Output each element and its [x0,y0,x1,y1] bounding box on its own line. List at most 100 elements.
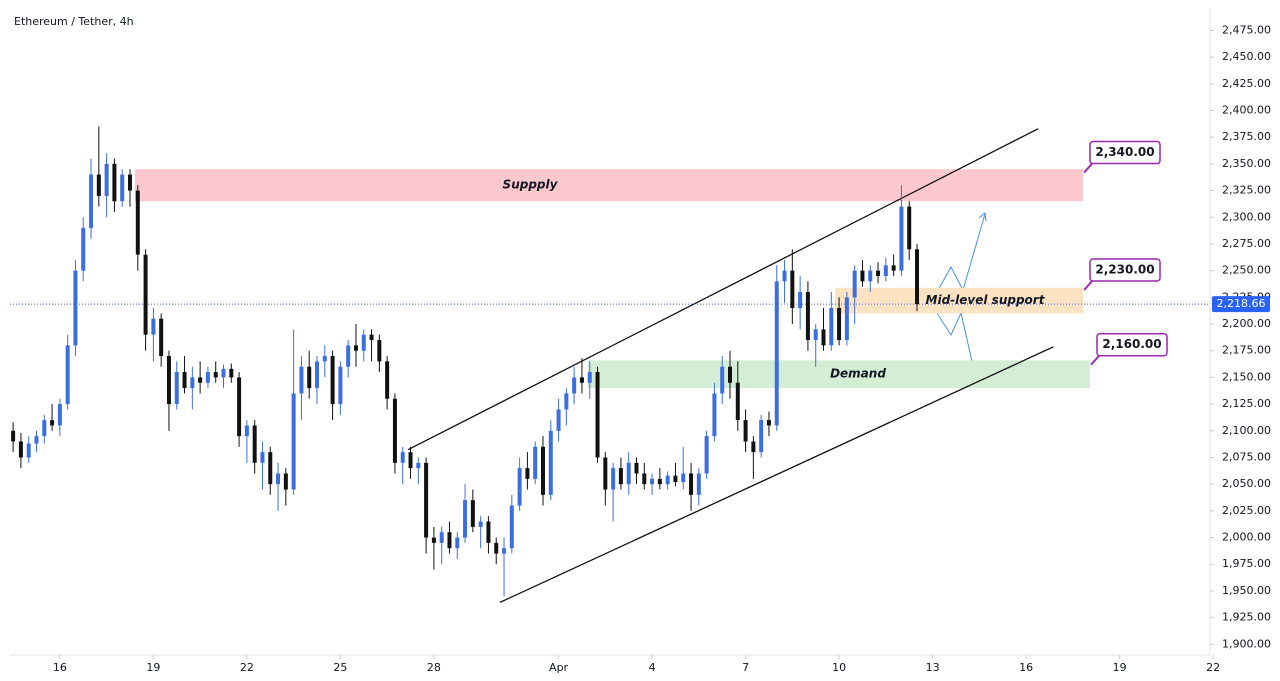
candle-body [369,334,374,341]
candle-body [291,393,296,490]
candle-body [915,249,920,305]
x-tick-label: 7 [742,661,749,674]
candle-body [205,372,210,383]
candle-body [283,473,288,490]
candle-body [766,420,771,426]
candle-body [689,473,694,495]
candle-body [322,356,327,362]
candle-body [135,190,140,255]
candle-body [237,377,242,437]
zone [835,287,1084,314]
candle-body [330,356,335,405]
candle-body [751,441,756,453]
last-price-box [1212,296,1270,313]
candle-body [868,270,873,282]
candle-body [525,468,530,479]
x-tick-label: 19 [146,661,160,674]
x-tick-label: 13 [926,661,940,674]
y-tick-label: 2,350.00 [1222,157,1271,170]
candle-body [338,366,343,405]
y-tick-label: 2,175.00 [1222,344,1271,357]
y-tick-label: 2,325.00 [1222,184,1271,197]
candle-body [798,291,803,309]
x-tick-label: 19 [1113,661,1127,674]
candle-body [159,318,164,357]
candle-body [104,163,109,196]
candle-body [533,446,538,479]
candle-body [455,537,460,549]
candle-body [642,473,647,485]
candle-body [883,265,888,276]
y-tick-label: 2,150.00 [1222,370,1271,383]
candle-body [650,478,655,485]
channel-line [407,128,1039,451]
candle-body [837,308,842,341]
candle-body [618,468,623,485]
candle-body [478,521,483,527]
candle-body [517,468,522,506]
candle-body [353,345,358,351]
x-tick-label: 16 [1019,661,1033,674]
y-tick-label: 2,000.00 [1222,531,1271,544]
candle-body [735,382,740,421]
down-arrow [936,311,975,371]
y-tick-label: 1,950.00 [1222,584,1271,597]
y-tick-label: 2,375.00 [1222,130,1271,143]
candle-body [128,174,132,191]
candle-body [252,425,257,463]
candle-body [720,366,725,394]
candle-body [626,462,631,485]
candle-body [587,372,592,383]
level-box [1089,140,1161,165]
candle-body [540,446,545,495]
candle-body [89,174,94,228]
candle-body [431,537,436,543]
candle-body [782,270,787,282]
up-arrow [936,213,986,293]
last-price-label: 2,218.66 [1217,297,1266,310]
candle-body [416,462,421,469]
candle-body [439,532,444,543]
candle-body [346,345,351,367]
candle-body [728,366,732,383]
candle-body [774,281,779,426]
candle-body [143,254,148,335]
candle-body [876,270,881,276]
candle-body [73,270,78,346]
candle-body [805,291,810,341]
candle-body [852,270,857,298]
candle-body [665,475,670,485]
candle-body [57,404,62,426]
candle-body [899,206,904,271]
y-tick-label: 2,050.00 [1222,477,1271,490]
channel-line [499,346,1054,603]
candle-body [151,318,156,335]
x-tick-label: 16 [53,661,67,674]
x-tick-label: 22 [240,661,254,674]
candle-body [190,377,195,389]
candle-body [696,473,701,495]
candle-body [276,473,281,485]
x-tick-label: 4 [649,661,656,674]
candle-body [463,500,468,538]
candle-body [470,500,475,527]
candle-body [120,174,125,202]
y-tick-label: 1,900.00 [1222,637,1271,650]
candle-body [860,270,865,282]
x-tick-label: 22 [1206,661,1220,674]
candle-body [244,425,249,437]
candle-body [299,366,304,394]
candle-body [548,430,553,495]
candle-body [712,393,717,437]
candle-body [307,366,312,389]
zone-label: Demand [830,367,886,381]
candle-body [315,361,320,389]
chart-title: Ethereum / Tether, 4h [14,15,134,28]
y-tick-label: 2,100.00 [1222,424,1271,437]
level-box [1089,258,1161,282]
candle-body [813,329,818,341]
candle-body [821,329,826,346]
y-tick-label: 2,025.00 [1222,504,1271,517]
